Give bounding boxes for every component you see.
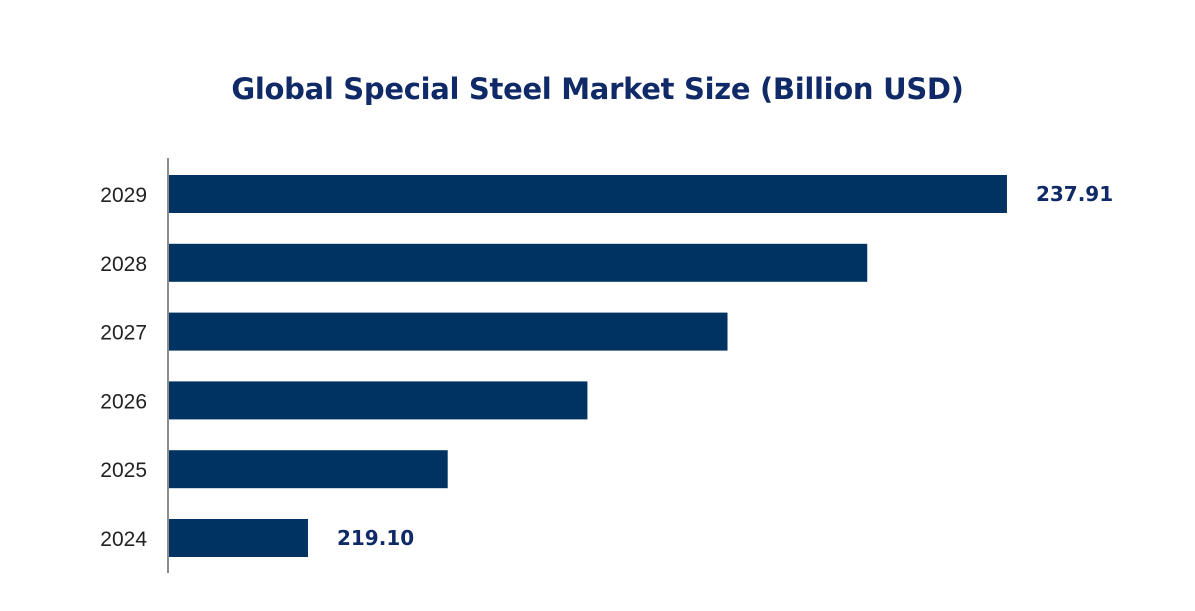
bar-2028: [169, 243, 868, 282]
y-tick-label: 2025: [100, 459, 147, 482]
data-label-2024: 219.10: [337, 526, 414, 550]
y-tick-label: 2027: [100, 322, 147, 345]
chart-title: Global Special Steel Market Size (Billio…: [231, 72, 964, 106]
bar-2024: [169, 519, 308, 557]
bar-2026: [169, 381, 588, 420]
bar-2029: [169, 175, 1007, 213]
bar-2027: [169, 312, 728, 351]
y-tick-label: 2029: [100, 184, 147, 207]
y-tick-label: 2028: [100, 253, 147, 276]
y-tick-label: 2026: [100, 390, 147, 413]
bar-2025: [169, 450, 448, 489]
y-tick-label: 2024: [100, 528, 147, 551]
data-label-2029: 237.91: [1036, 182, 1113, 206]
